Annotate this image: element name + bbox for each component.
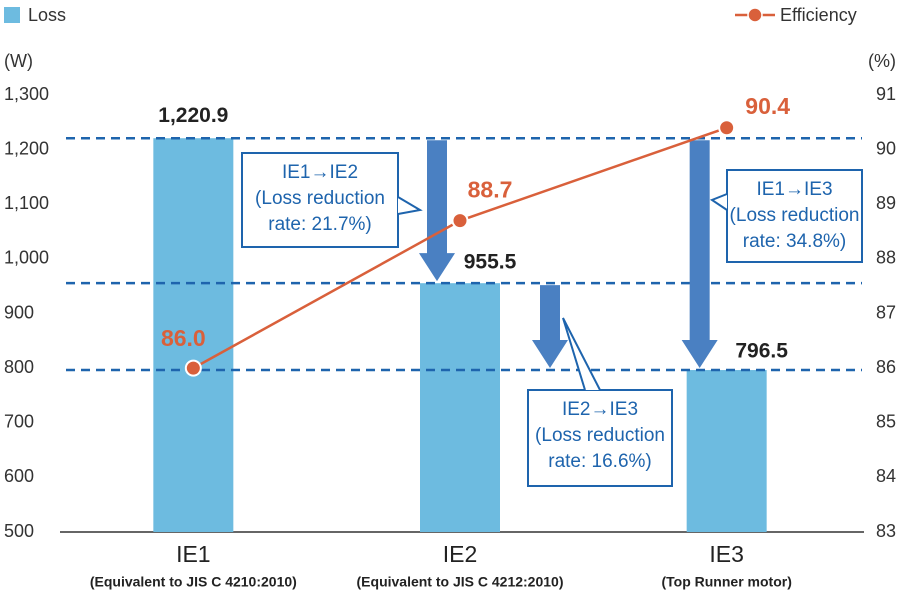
callout-text: IE2→IE3	[562, 399, 638, 420]
value-label: 1,220.9	[158, 104, 228, 127]
value-label: 86.0	[161, 325, 206, 351]
callout-text: (Loss reduction	[730, 205, 860, 226]
y2-tick-label: 83	[876, 521, 896, 541]
line-marker	[451, 212, 469, 230]
y2-tick-label: 91	[876, 84, 896, 104]
y2-axis-label: (%)	[868, 51, 896, 71]
line-marker	[184, 359, 202, 377]
y2-tick-label: 85	[876, 412, 896, 432]
callout-box	[527, 389, 673, 487]
bar	[153, 138, 234, 532]
x-tick-sublabel: (Equivalent to JIS C 4212:2010)	[357, 574, 564, 590]
callout-pointer	[397, 196, 423, 215]
bar	[686, 370, 767, 532]
y2-tick-label: 84	[876, 466, 896, 486]
y-tick-label: 900	[4, 302, 34, 322]
value-label: 955.5	[464, 251, 517, 274]
legend-swatch	[4, 7, 20, 23]
y-axis-label: (W)	[4, 51, 33, 71]
x-tick-label: IE3	[709, 541, 744, 567]
x-tick-sublabel: (Equivalent to JIS C 4210:2010)	[90, 574, 297, 590]
value-label: 90.4	[745, 93, 790, 119]
y-tick-label: 500	[4, 521, 34, 541]
callout-text: (Loss reduction	[535, 425, 665, 446]
legend-label: Loss	[28, 5, 66, 25]
callout-box	[241, 152, 399, 248]
line-marker	[718, 119, 736, 137]
y2-tick-label: 87	[876, 302, 896, 322]
y-tick-label: 700	[4, 412, 34, 432]
callout-text: IE1→IE2	[282, 162, 358, 183]
x-tick-label: IE1	[176, 541, 211, 567]
y2-tick-label: 89	[876, 193, 896, 213]
callout-pointer	[562, 317, 601, 391]
x-tick-sublabel: (Top Runner motor)	[661, 574, 791, 590]
value-label: 88.7	[468, 177, 513, 203]
value-label: 796.5	[735, 340, 788, 363]
reduction-arrow	[419, 140, 455, 282]
y-tick-label: 1,300	[4, 84, 49, 104]
callout-pointer	[709, 193, 728, 211]
callout-text: (Loss reduction	[255, 188, 385, 209]
legend-label: Efficiency	[780, 5, 857, 25]
y-tick-label: 800	[4, 357, 34, 377]
y2-tick-label: 88	[876, 248, 896, 268]
y-tick-label: 600	[4, 466, 34, 486]
y-tick-label: 1,200	[4, 138, 49, 158]
callout-box	[726, 169, 863, 263]
y2-tick-label: 90	[876, 138, 896, 158]
y2-tick-label: 86	[876, 357, 896, 377]
callout-text: rate: 34.8%)	[743, 231, 847, 252]
legend-marker	[747, 7, 763, 23]
callout-text: IE1→IE3	[756, 179, 832, 200]
y-tick-label: 1,100	[4, 193, 49, 213]
bar	[420, 283, 500, 532]
y-tick-label: 1,000	[4, 248, 49, 268]
callout-text: rate: 21.7%)	[268, 214, 372, 235]
callout-text: rate: 16.6%)	[548, 451, 652, 472]
x-tick-label: IE2	[443, 541, 478, 567]
reduction-arrow	[681, 140, 718, 369]
reduction-arrow	[532, 285, 568, 369]
